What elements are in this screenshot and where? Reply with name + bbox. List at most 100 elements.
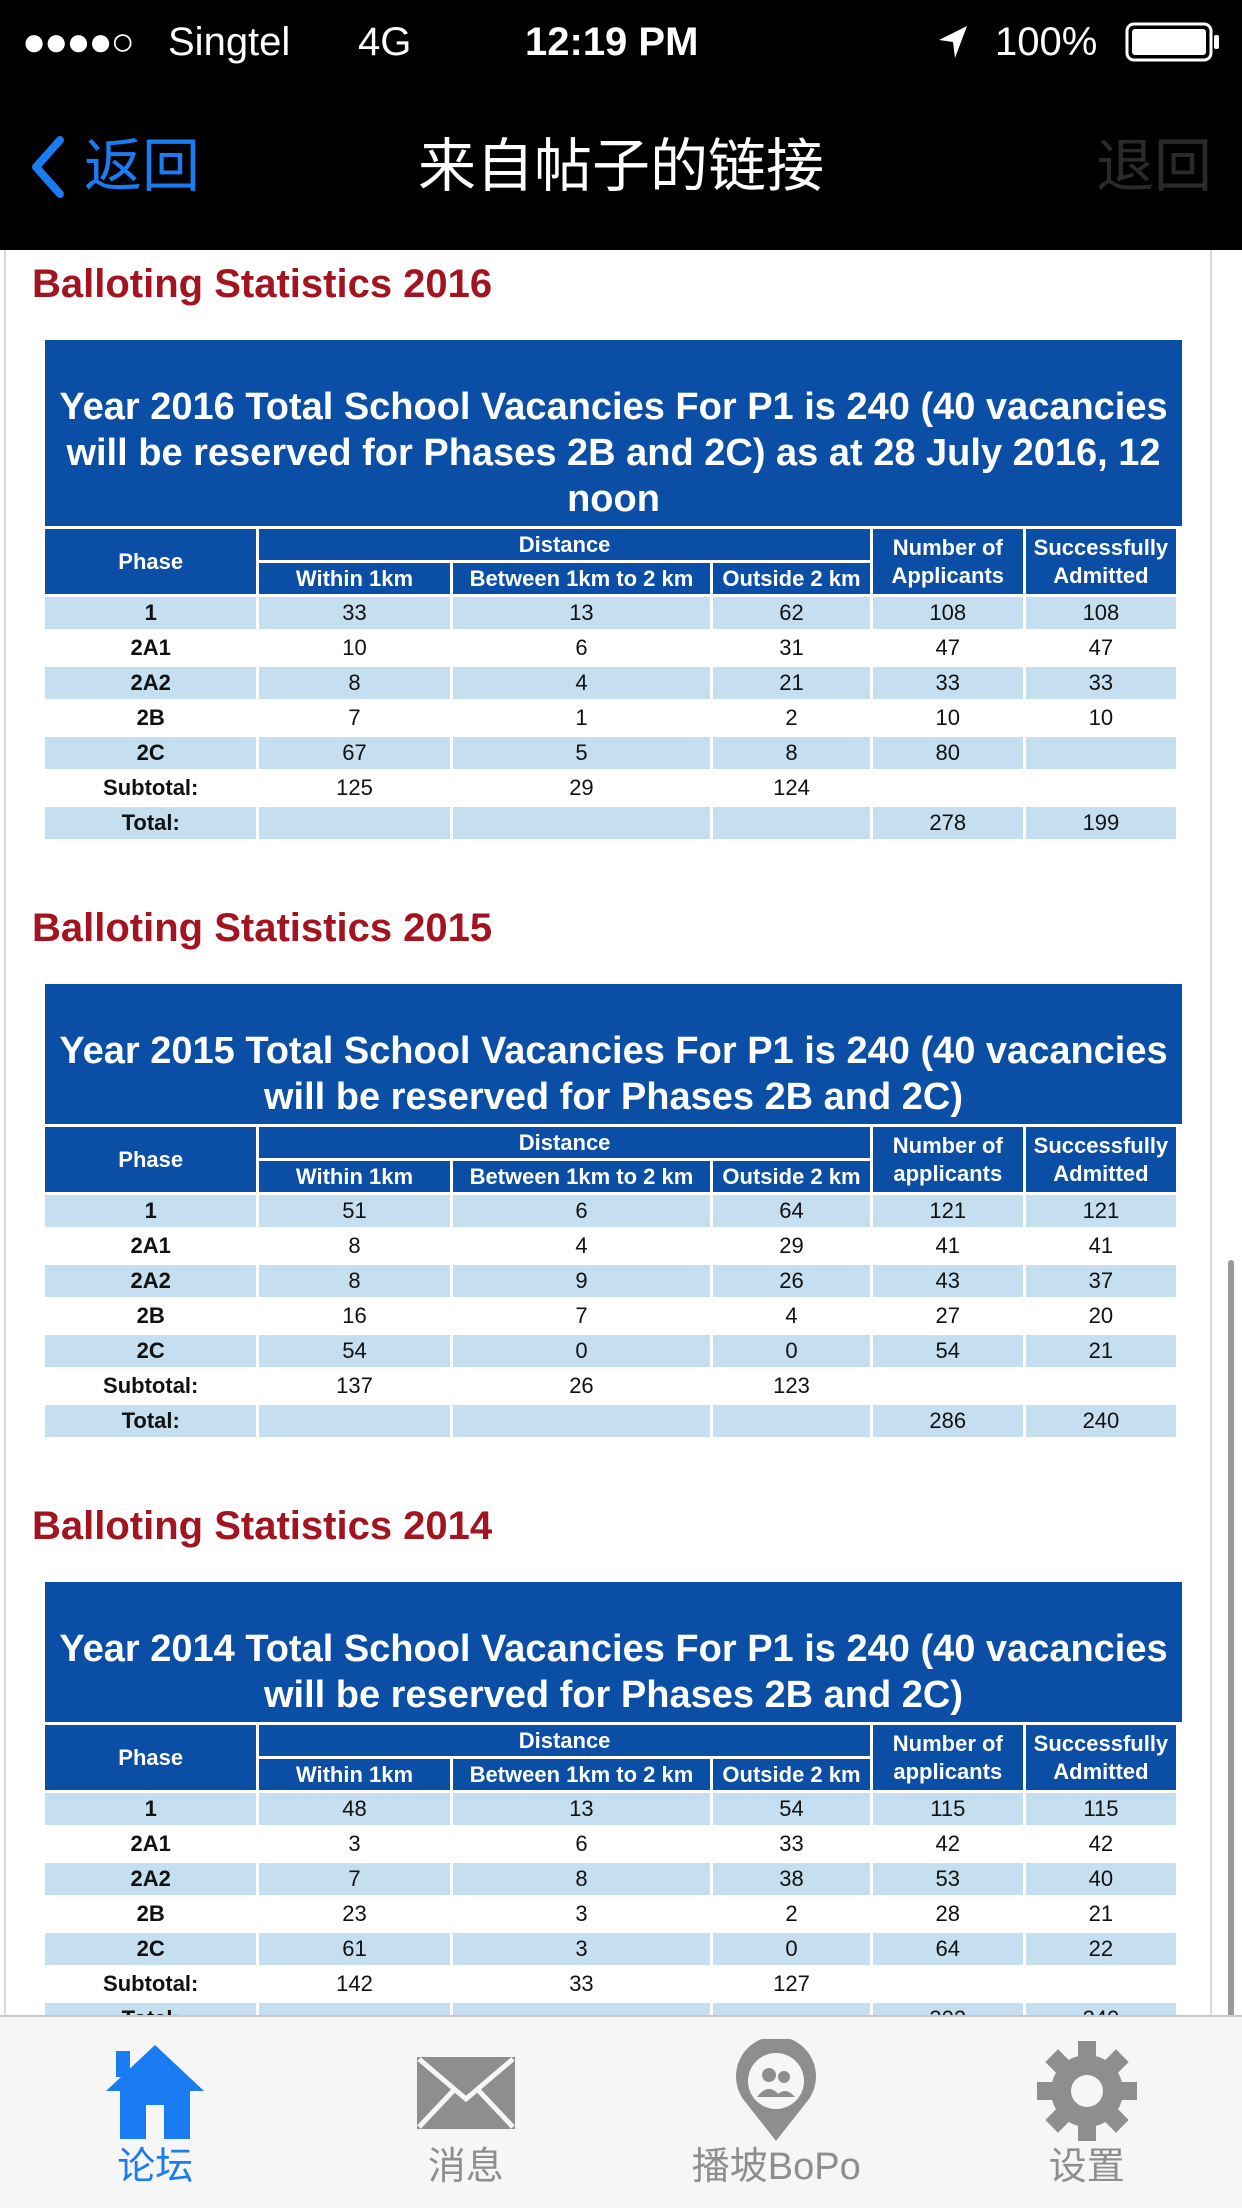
table-row: 2A2 7 8 38 53 40 bbox=[45, 1863, 1176, 1895]
location-icon bbox=[939, 26, 967, 58]
table-cell: 121 bbox=[872, 1195, 1023, 1227]
table-cell: 1 bbox=[45, 1195, 257, 1227]
table-cell bbox=[452, 807, 711, 839]
tab-label: 播坡BoPo bbox=[691, 2146, 861, 2188]
table-cell: Total: bbox=[45, 1405, 257, 1437]
table-cell: 33 bbox=[259, 597, 450, 629]
table-cell: 5 bbox=[452, 737, 711, 769]
table-cell: 240 bbox=[1025, 2003, 1176, 2015]
table-cell: 8 bbox=[348, 1233, 361, 1258]
table-cell: 142 bbox=[336, 1971, 373, 1996]
table-cell: 41 bbox=[935, 1233, 961, 1258]
table-cell: 3 bbox=[452, 1933, 711, 1965]
table-cell: 115 bbox=[1025, 1793, 1176, 1825]
table-cell: 21 bbox=[713, 667, 870, 699]
table-cell: 29 bbox=[779, 1233, 804, 1258]
table-cell: 2C bbox=[45, 1335, 257, 1367]
table-cell: 22 bbox=[1025, 1933, 1176, 1965]
table-cell: 6 bbox=[575, 1831, 588, 1856]
table-row: 2B 7 1 2 10 10 bbox=[45, 702, 1176, 734]
stats-table: Year 2014 Total School Vacancies For P1 … bbox=[45, 1582, 1182, 2015]
back-button[interactable]: 返回 bbox=[30, 132, 200, 202]
tab[interactable]: 论坛 bbox=[0, 2017, 311, 2208]
table-cell: 1 bbox=[45, 597, 257, 629]
table-cell: 31 bbox=[779, 635, 804, 660]
table-cell: 33 bbox=[779, 1831, 804, 1856]
table-cell: 123 bbox=[773, 1373, 810, 1398]
signal: ●●●●○ bbox=[22, 20, 135, 64]
nav-bar: 返回 来自帖子的链接 退回 bbox=[0, 82, 1242, 250]
table-cell: 7 bbox=[259, 1863, 450, 1895]
table-cell: 33 bbox=[569, 1971, 594, 1996]
table-cell: 137 bbox=[336, 1373, 373, 1398]
header-cell: Distance bbox=[259, 529, 870, 560]
header-cell: Phase bbox=[45, 1127, 257, 1192]
table-row: 2A1 8 4 29 41 41 bbox=[45, 1230, 1176, 1262]
table-cell: 3 bbox=[575, 1901, 588, 1926]
tab-icon bbox=[1036, 2041, 1137, 2141]
table-caption: Year 2014 Total School Vacancies For P1 … bbox=[45, 1582, 1182, 1722]
table-cell: 1 bbox=[45, 1793, 257, 1825]
tab-bar: 论坛 消息 播坡BoPo 设置 bbox=[0, 2015, 1242, 2208]
table-cell: 124 bbox=[773, 775, 810, 800]
table-cell: Total: bbox=[45, 807, 257, 839]
table-row: Subtotal: 125 29 124 bbox=[45, 772, 1176, 804]
table-cell: 2A2 bbox=[45, 667, 257, 699]
tab[interactable]: 消息 bbox=[311, 2017, 622, 2208]
header-row: Phase Distance Number of applicants Success… bbox=[45, 1725, 1176, 1790]
table-cell: 42 bbox=[1088, 1831, 1114, 1856]
table-cell bbox=[873, 1968, 1023, 2000]
table-cell: 2A1 bbox=[130, 1831, 171, 1856]
table-cell: 21 bbox=[1025, 1335, 1176, 1367]
table-row: Total: 302240 bbox=[45, 2003, 1176, 2015]
table-cell: 51 bbox=[259, 1195, 450, 1227]
header-cell: Number of applicants bbox=[872, 1725, 1023, 1790]
tab-icon bbox=[416, 2057, 515, 2129]
table-row: 2C 67 5 8 80 bbox=[45, 737, 1176, 769]
table-row: 1 33 13 62 108 108 bbox=[45, 597, 1176, 629]
tab-label: 消息 bbox=[427, 2146, 504, 2188]
header-row: Phase Distance Number of Applicants Success… bbox=[45, 529, 1176, 594]
stats-table: Year 2016 Total School Vacancies For P1 … bbox=[45, 340, 1182, 842]
table-row: 1 48 13 54 115 115 bbox=[45, 1793, 1176, 1825]
tab[interactable]: 播坡BoPo bbox=[621, 2017, 932, 2208]
header-cell: Between 1km to 2 km bbox=[452, 1759, 711, 1790]
table-cell: 6 bbox=[452, 1195, 711, 1227]
table-caption: Year 2016 Total School Vacancies For P1 … bbox=[45, 340, 1182, 526]
table-cell: 28 bbox=[935, 1901, 961, 1926]
table-cell bbox=[452, 2003, 711, 2015]
section-heading: Balloting Statistics 2014 bbox=[32, 1504, 493, 1548]
header-cell: Between 1km to 2 km bbox=[452, 1161, 711, 1192]
header-row: Phase Distance Number of applicants Success… bbox=[45, 1127, 1176, 1192]
table-cell: 125 bbox=[336, 775, 373, 800]
table-cell: 42 bbox=[935, 1831, 961, 1856]
table-row: 1 51 6 64 121 121 bbox=[45, 1195, 1176, 1227]
table-cell bbox=[713, 807, 870, 839]
table-cell: 8 bbox=[452, 1863, 711, 1895]
table-cell: 43 bbox=[872, 1265, 1023, 1297]
table-cell: 4 bbox=[785, 1303, 798, 1328]
header-cell: Successfully Admitted bbox=[1025, 529, 1176, 594]
back-chevron bbox=[32, 136, 64, 198]
table-cell: 64 bbox=[713, 1195, 870, 1227]
header-row: Within 1km Between 1km to 2 km Outside 2 k… bbox=[45, 563, 1176, 594]
table-cell: 54 bbox=[259, 1335, 450, 1367]
table-cell: 80 bbox=[872, 737, 1023, 769]
nav-right-button[interactable]: 退回 bbox=[1095, 134, 1212, 199]
tab-icon bbox=[106, 2045, 205, 2139]
tab[interactable]: 设置 bbox=[932, 2017, 1242, 2208]
table-cell bbox=[713, 1405, 870, 1437]
battery-icon bbox=[1125, 22, 1219, 62]
table-cell: 27 bbox=[935, 1303, 961, 1328]
table-cell bbox=[1026, 1968, 1176, 2000]
table-cell: 62 bbox=[713, 597, 870, 629]
header-cell: Within 1km bbox=[259, 1161, 450, 1192]
header-cell: Outside 2 km bbox=[713, 563, 870, 594]
table-row: Subtotal: 137 26 123 bbox=[45, 1370, 1176, 1402]
header-cell: Outside 2 km bbox=[713, 1161, 870, 1192]
battery-percent: 100% bbox=[995, 20, 1098, 64]
table-cell: 67 bbox=[259, 737, 450, 769]
table-cell bbox=[1026, 772, 1176, 804]
header-cell: Number of Applicants bbox=[872, 529, 1023, 594]
table-cell: Total: bbox=[45, 2003, 257, 2015]
